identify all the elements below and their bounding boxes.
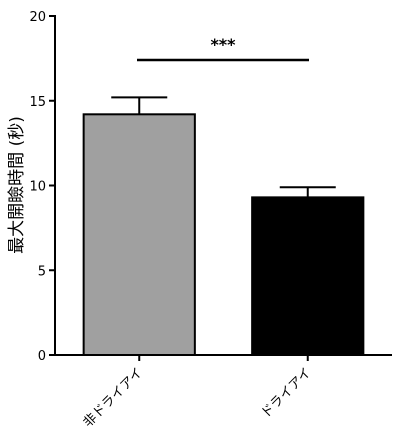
y-tick-label: 15 — [29, 95, 46, 110]
y-tick-label: 20 — [29, 10, 46, 25]
bar — [82, 113, 196, 356]
y-tick-label: 0 — [38, 349, 46, 364]
significance-label: *** — [210, 35, 236, 54]
y-tick-label: 10 — [29, 180, 46, 195]
y-tick-label: 5 — [38, 264, 46, 279]
y-axis-label: 最大開瞼時間 (秒) — [6, 116, 27, 254]
x-tick-label: ドライアイ — [258, 365, 314, 421]
bar — [251, 196, 365, 356]
x-tick-label: 非ドライアイ — [81, 365, 146, 430]
